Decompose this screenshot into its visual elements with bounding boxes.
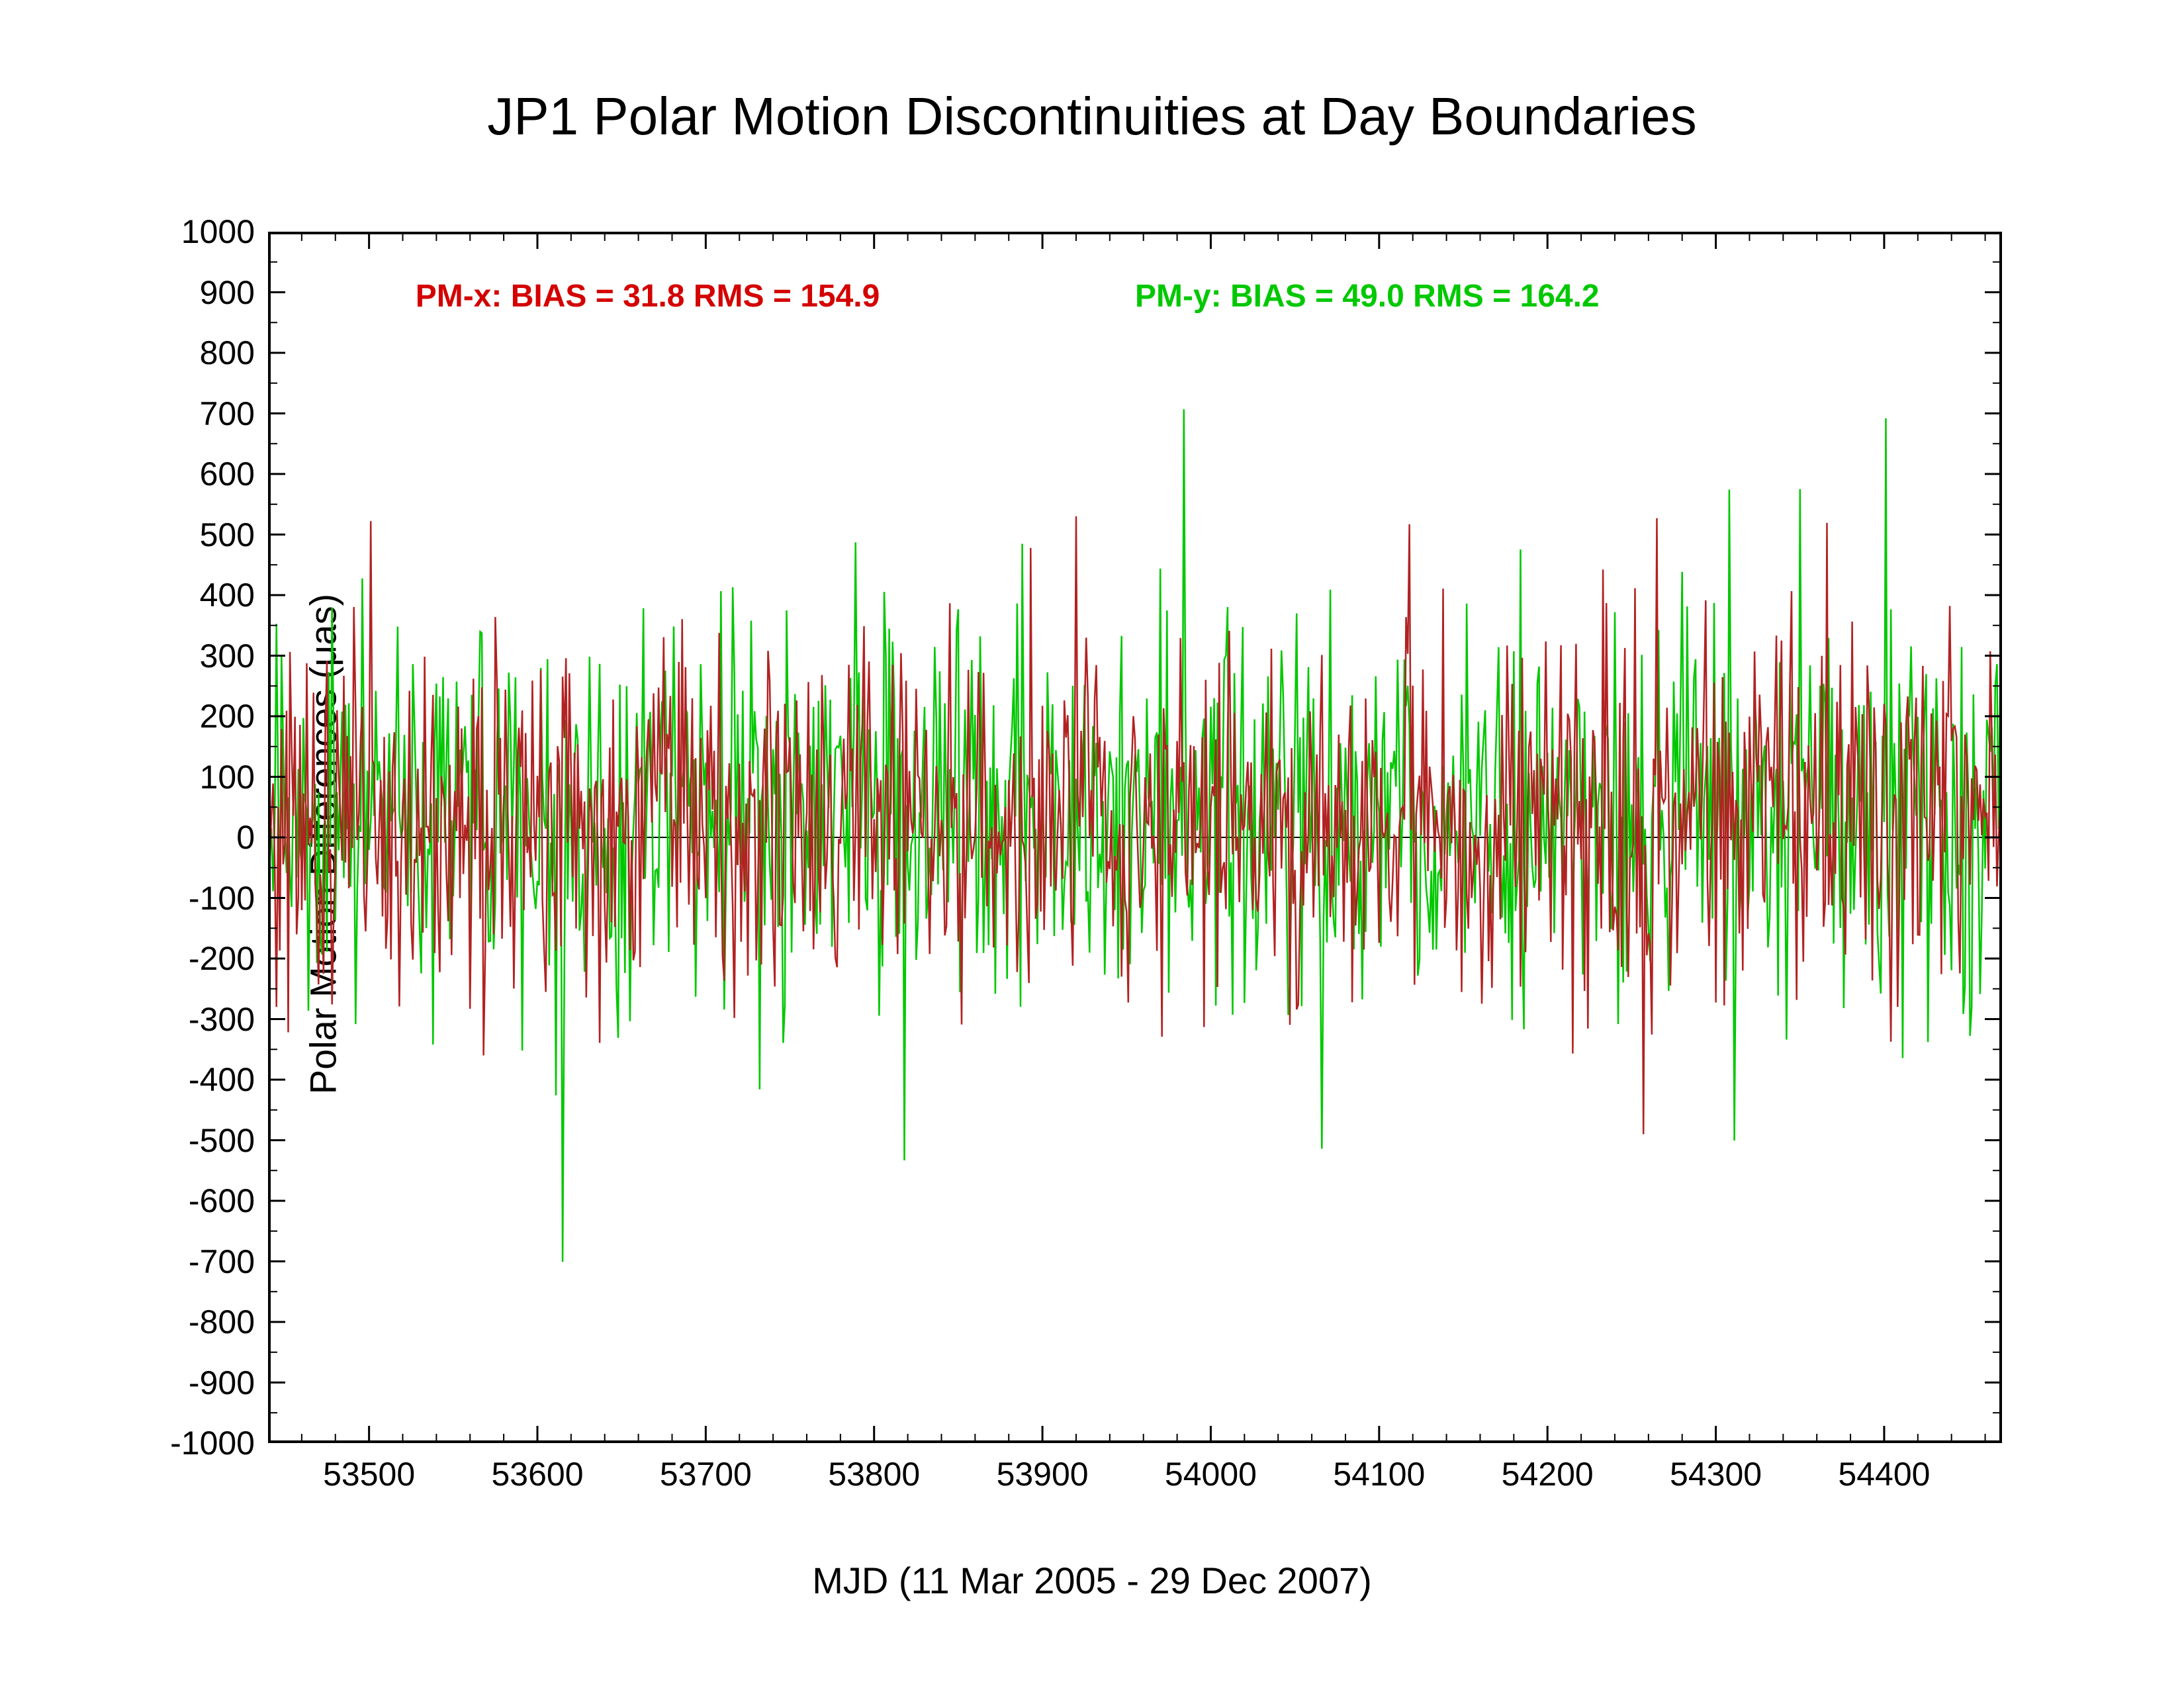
page-root: JP1 Polar Motion Discontinuities at Day … [0, 0, 2184, 1688]
y-tick-label: 700 [200, 395, 255, 433]
x-tick-label: 53500 [323, 1455, 415, 1493]
y-tick-label: -400 [189, 1060, 255, 1099]
x-tick-label: 54000 [1165, 1455, 1257, 1493]
y-tick-label: 500 [200, 516, 255, 554]
y-tick-label: 200 [200, 697, 255, 735]
y-tick-label: -500 [189, 1121, 255, 1160]
plot-border [268, 232, 2002, 1443]
plot-area: PM-x: BIAS = 31.8 RMS = 154.9 PM-y: BIAS… [268, 232, 2002, 1443]
x-tick-label: 54300 [1670, 1455, 1762, 1493]
y-tick-label: -300 [189, 1000, 255, 1039]
y-tick-label: 100 [200, 758, 255, 796]
y-tick-label: 0 [236, 818, 255, 857]
y-tick-label: 900 [200, 273, 255, 312]
y-tick-label: 400 [200, 576, 255, 614]
x-tick-label: 54100 [1333, 1455, 1425, 1493]
x-tick-label: 53600 [491, 1455, 583, 1493]
y-tick-label: 300 [200, 637, 255, 675]
y-tick-label: -600 [189, 1182, 255, 1220]
x-axis-label: MJD (11 Mar 2005 - 29 Dec 2007) [0, 1559, 2184, 1602]
y-tick-label: -900 [189, 1364, 255, 1402]
chart-title: JP1 Polar Motion Discontinuities at Day … [0, 86, 2184, 147]
x-tick-label: 54200 [1502, 1455, 1594, 1493]
y-tick-label: 800 [200, 334, 255, 372]
y-tick-label: -700 [189, 1243, 255, 1281]
y-tick-label: -800 [189, 1303, 255, 1341]
legend-pmx: PM-x: BIAS = 31.8 RMS = 154.9 [416, 278, 880, 314]
y-tick-label: -100 [189, 879, 255, 917]
x-tick-label: 53700 [660, 1455, 752, 1493]
x-tick-label: 53900 [997, 1455, 1089, 1493]
y-tick-label: 1000 [181, 212, 255, 251]
y-tick-label: -200 [189, 939, 255, 978]
x-tick-label: 54400 [1838, 1455, 1930, 1493]
y-tick-label: 600 [200, 455, 255, 493]
legend-pmy: PM-y: BIAS = 49.0 RMS = 164.2 [1135, 278, 1600, 314]
x-tick-label: 53800 [828, 1455, 920, 1493]
y-tick-label: -1000 [170, 1424, 255, 1462]
